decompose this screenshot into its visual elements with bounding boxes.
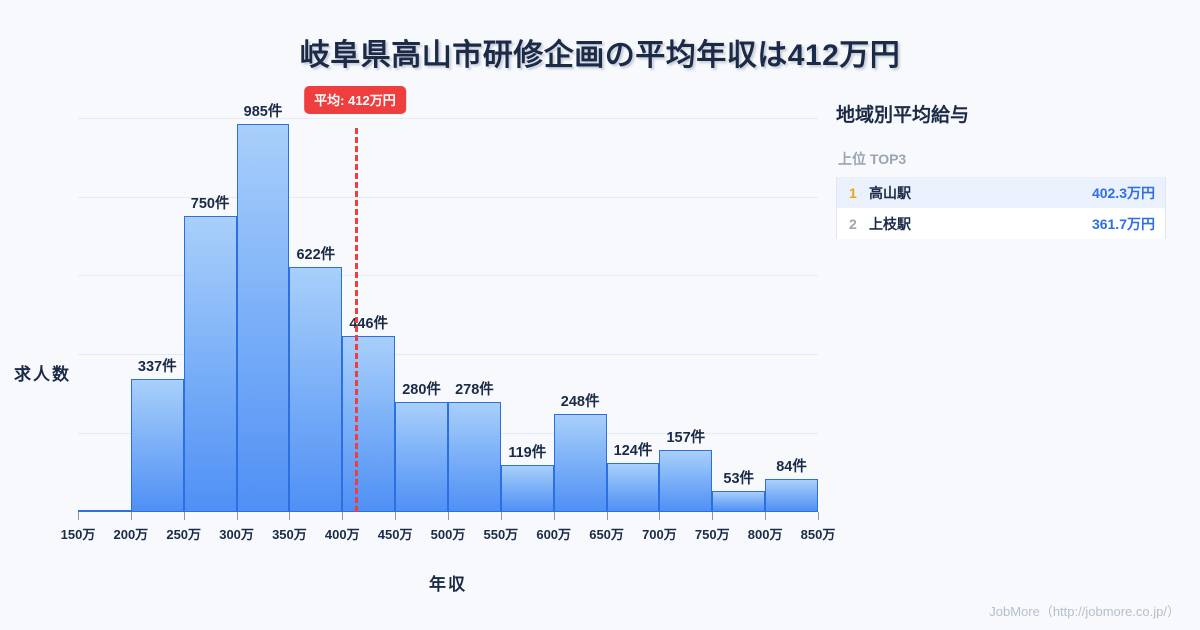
bar[interactable]	[712, 491, 766, 512]
rank-number: 1	[849, 184, 857, 201]
rank-salary-value: 361.7万円	[1091, 215, 1155, 232]
bar-group: 248件	[553, 98, 607, 512]
x-tick-mark	[500, 512, 502, 520]
bar-group: 446件	[342, 98, 396, 512]
bar-group: 53件	[712, 98, 766, 512]
bar-group: 157件	[659, 98, 713, 512]
gridline	[78, 117, 818, 119]
x-tick-mark	[553, 512, 555, 520]
footer-credit: JobMore（http://jobmore.co.jp/）	[989, 604, 1180, 619]
x-tick-mark	[659, 512, 661, 520]
bar[interactable]	[448, 402, 501, 512]
bar-value-label: 278件	[455, 382, 494, 399]
side-panel-title: 地域別平均給与	[836, 105, 970, 126]
bar-value-label: 157件	[666, 430, 706, 447]
ranking-list: 1 高山駅 402.3万円 2 上枝駅 361.7万円	[836, 177, 1166, 239]
ranking-row[interactable]: 1 高山駅 402.3万円	[837, 177, 1165, 208]
x-tick-label: 600万	[536, 527, 572, 542]
bar-group	[78, 98, 131, 512]
bar-group: 280件	[395, 98, 448, 512]
x-tick-label: 350万	[272, 527, 307, 542]
x-tick-label: 400万	[324, 527, 360, 542]
bar-group: 119件	[500, 98, 554, 512]
bar[interactable]	[395, 401, 448, 512]
rank-station-name: 上枝駅	[869, 215, 911, 232]
x-tick-mark	[289, 512, 291, 520]
x-tick-label: 250万	[166, 527, 202, 542]
bar[interactable]	[553, 414, 607, 512]
regional-salary-panel: 地域別平均給与 上位 TOP3 1 高山駅 402.3万円 2 上枝駅 361.7万円	[836, 100, 1166, 239]
bar-group: 84件	[765, 98, 818, 512]
rank-number: 2	[849, 215, 857, 232]
bar-value-label: 84件	[776, 458, 807, 475]
gridline	[78, 196, 818, 198]
ranking-row[interactable]: 2 上枝駅 361.7万円	[837, 208, 1165, 239]
bar-value-label: 622件	[296, 246, 336, 263]
x-tick-mark	[342, 512, 344, 520]
bar-value-label: 280件	[402, 381, 441, 398]
average-badge: 平均: 412万円	[304, 86, 406, 114]
bar-group: 337件	[130, 98, 184, 512]
x-tick-label: 150万	[60, 527, 96, 542]
bar[interactable]	[606, 463, 660, 512]
bar-group: 622件	[289, 98, 343, 512]
bar-value-label: 248件	[560, 394, 600, 411]
bar-series: 337件 750件 985件 622件 446件 280件 278件 119件 248件 124件…	[78, 98, 818, 512]
x-tick-mark	[130, 512, 132, 520]
bar-value-label: 446件	[349, 316, 389, 333]
x-tick-label: 750万	[694, 527, 730, 542]
bar[interactable]	[765, 478, 818, 512]
bar[interactable]	[500, 465, 554, 512]
x-tick-label: 850万	[800, 527, 836, 542]
x-tick-label: 650万	[589, 527, 624, 542]
x-axis-ticks: 150万 200万 250万 300万 350万 400万 450万 500万 550万 600万…	[61, 512, 835, 552]
x-tick-mark	[78, 512, 79, 520]
bar-value-label: 750件	[190, 196, 230, 213]
bar-value-label: 337件	[137, 359, 177, 376]
plot-area: 337件 750件 985件 622件 446件 280件 278件 119件 248件 124件…	[78, 98, 818, 512]
bar[interactable]	[130, 379, 184, 512]
x-tick-label: 500万	[430, 527, 466, 542]
bar-group: 985件	[236, 98, 290, 512]
x-tick-mark	[448, 512, 449, 520]
page-title: 岐阜県高山市研修企画の平均年収は412万円	[299, 39, 901, 72]
x-axis-title: 年収	[429, 575, 467, 594]
side-panel-subtitle: 上位 TOP3	[838, 151, 907, 167]
gridline	[78, 275, 818, 277]
bar-value-label: 53件	[723, 471, 755, 488]
x-tick-label: 800万	[747, 527, 783, 542]
gridline	[78, 354, 818, 356]
x-tick-label: 700万	[642, 527, 677, 542]
bar[interactable]	[289, 266, 343, 512]
bar-value-label: 985件	[243, 103, 283, 120]
bar-group: 124件	[606, 98, 660, 512]
x-tick-mark	[712, 512, 714, 520]
bar-group: 750件	[183, 98, 237, 512]
x-tick-mark	[395, 512, 397, 520]
bar[interactable]	[236, 123, 290, 512]
bar[interactable]	[183, 216, 237, 512]
x-tick-label: 450万	[377, 527, 413, 542]
histogram-chart: 求人数 337件 750件 985件 622件 446件 280件 278件 119件 248件…	[0, 85, 835, 555]
x-tick-mark	[183, 512, 185, 520]
rank-station-name: 高山駅	[869, 184, 911, 201]
x-tick-mark	[606, 512, 608, 520]
bar-value-label: 119件	[508, 445, 547, 462]
bar[interactable]	[78, 510, 131, 512]
bar-value-label: 124件	[613, 443, 653, 460]
rank-salary-value: 402.3万円	[1091, 184, 1155, 201]
x-tick-mark	[818, 512, 819, 520]
x-tick-label: 300万	[219, 527, 254, 542]
x-tick-label: 200万	[113, 527, 149, 542]
bar[interactable]	[659, 450, 713, 512]
average-line	[354, 128, 358, 512]
x-tick-mark	[236, 512, 238, 520]
bar-group: 278件	[448, 98, 501, 512]
bar[interactable]	[342, 336, 396, 512]
x-tick-mark	[765, 512, 767, 520]
y-axis-title: 求人数	[14, 365, 71, 384]
x-tick-label: 550万	[483, 527, 519, 542]
